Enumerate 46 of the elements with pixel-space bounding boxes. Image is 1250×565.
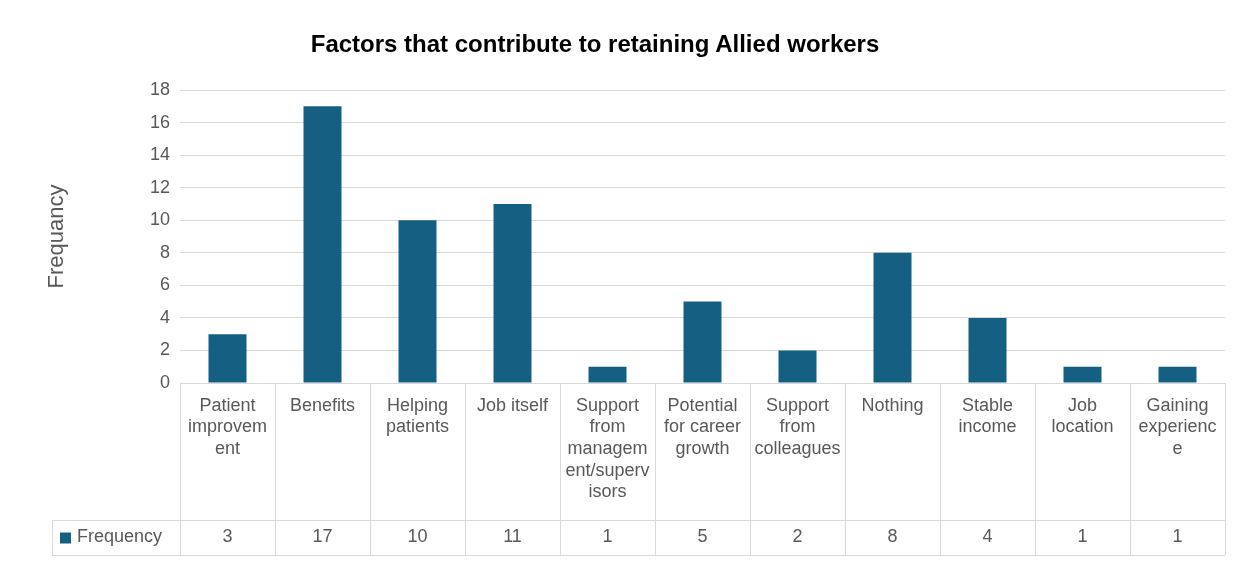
data-label: 11 — [503, 526, 522, 547]
y-tick-label: 2 — [159, 339, 170, 360]
bar — [778, 350, 817, 383]
data-label: 5 — [697, 526, 708, 547]
y-tick-label: 18 — [149, 78, 170, 99]
x-tick-label: Support from colleagues — [754, 394, 841, 458]
y-tick-label: 10 — [149, 209, 170, 230]
bar — [208, 334, 247, 383]
x-tick-label: Gaining experience — [1138, 394, 1217, 458]
data-label: 2 — [792, 526, 803, 547]
data-label: 1 — [1172, 526, 1183, 547]
data-label: 10 — [407, 526, 428, 547]
bar — [968, 317, 1007, 383]
data-label: 1 — [602, 526, 613, 547]
x-tick-label: Helping patients — [385, 394, 450, 437]
bar — [1158, 366, 1197, 383]
x-tick-label: Potential for career growth — [663, 394, 742, 458]
y-tick-label: 12 — [149, 176, 170, 197]
y-tick-label: 8 — [159, 241, 170, 262]
bar — [1063, 366, 1102, 383]
legend-label: Frequency — [77, 526, 163, 547]
y-tick-label: 4 — [159, 306, 170, 327]
data-label: 4 — [982, 526, 993, 547]
bar — [873, 252, 912, 383]
y-tick-label: 16 — [149, 111, 170, 132]
x-tick-label: Nothing — [861, 394, 924, 415]
bar — [588, 366, 627, 383]
bar — [398, 220, 437, 383]
chart-title: Factors that contribute to retaining Allied workers — [310, 29, 880, 57]
x-tick-label: Benefits — [289, 394, 356, 415]
y-tick-label: 6 — [159, 274, 170, 295]
data-label: 3 — [222, 526, 233, 547]
y-axis-title: Frequancy — [43, 184, 69, 289]
x-tick-label: Job location — [1051, 394, 1114, 437]
x-tick-label: Support from management/supervisors — [565, 394, 650, 502]
bar — [683, 301, 722, 383]
data-label: 8 — [887, 526, 898, 547]
y-tick-label: 14 — [149, 144, 170, 165]
x-tick-label: Stable income — [958, 394, 1017, 437]
bar — [493, 203, 532, 383]
data-label: 17 — [312, 526, 333, 547]
y-tick-label: 0 — [159, 371, 170, 392]
x-tick-label: Patient improvement — [187, 394, 268, 458]
x-tick-label: Job itself — [476, 394, 550, 415]
data-label: 1 — [1077, 526, 1088, 547]
bar — [303, 106, 342, 383]
